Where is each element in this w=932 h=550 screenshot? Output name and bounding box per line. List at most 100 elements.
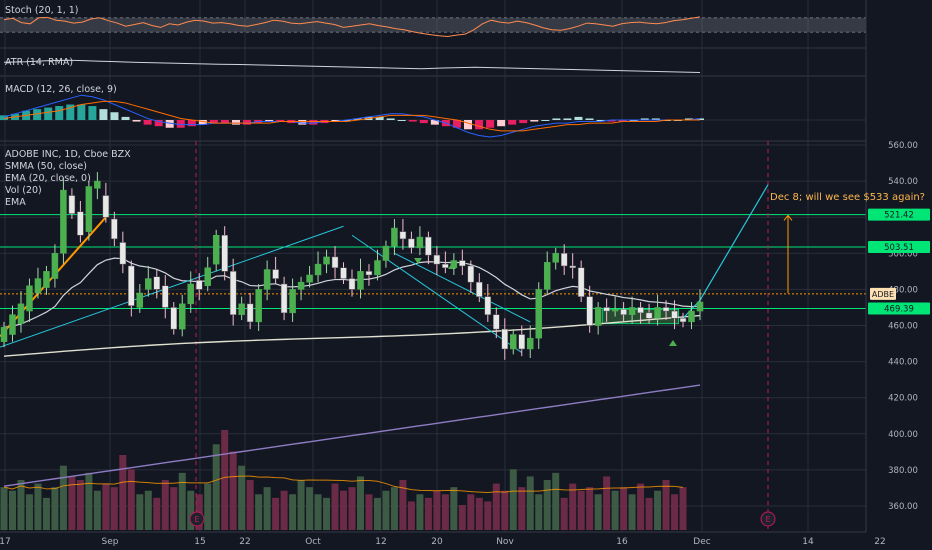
macd-hist-bar bbox=[198, 120, 207, 125]
candle-body bbox=[696, 301, 704, 312]
price-tags: 521.42 503.51 469.39 ADBE bbox=[868, 208, 930, 315]
price-axis: 360.00 380.00 400.00 420.00 440.00 460.00 480.… bbox=[865, 0, 932, 550]
candle-body bbox=[526, 337, 534, 350]
volume-bars bbox=[0, 430, 687, 530]
candle-body bbox=[671, 310, 678, 319]
candle-body bbox=[263, 269, 271, 290]
volume-bar bbox=[662, 480, 670, 530]
candle-body bbox=[416, 236, 424, 249]
candle-body bbox=[569, 265, 576, 268]
macd-pane: 20.000.00 bbox=[0, 84, 915, 138]
candle-body bbox=[204, 267, 211, 287]
candle-body bbox=[162, 285, 169, 308]
macd-hist-bar bbox=[88, 106, 97, 120]
earnings-marker-icon bbox=[760, 511, 776, 527]
volume-bar bbox=[289, 494, 297, 530]
tag-level2: 503.51 bbox=[884, 243, 914, 253]
volume-bar bbox=[76, 480, 84, 530]
macd-hist-bar bbox=[475, 120, 484, 130]
volume-bar bbox=[246, 480, 254, 530]
volume-bar bbox=[382, 490, 390, 530]
candle-body bbox=[484, 296, 492, 315]
ema20-label[interactable]: EMA (20, close, 0) bbox=[5, 173, 91, 184]
macd-label[interactable]: MACD (12, 26, close, 9) bbox=[5, 84, 117, 95]
volume-bar bbox=[255, 494, 263, 530]
downtrend-lower bbox=[394, 252, 531, 323]
atr-line bbox=[3, 59, 701, 73]
y-tick-label: 400.00 bbox=[888, 430, 918, 440]
macd-hist-bar bbox=[618, 120, 627, 122]
volume-bar bbox=[0, 487, 8, 530]
y-tick-label: 480.00 bbox=[888, 285, 918, 295]
candle-body bbox=[365, 271, 373, 276]
candle-body bbox=[637, 307, 644, 314]
volume-bar bbox=[127, 469, 135, 530]
volume-bar bbox=[433, 490, 441, 530]
volume-bar bbox=[144, 490, 152, 530]
stoch-pane: 100.000.00 bbox=[0, 1, 918, 51]
candle-body bbox=[153, 276, 161, 290]
ema-label[interactable]: EMA bbox=[5, 197, 26, 208]
volume-bar bbox=[93, 490, 101, 530]
atr-label[interactable]: ATR (14, RMA) bbox=[5, 57, 74, 68]
volume-bar bbox=[178, 472, 186, 530]
candle-body bbox=[374, 260, 381, 276]
x-tick-label: 17 bbox=[0, 537, 11, 547]
macd-line bbox=[3, 94, 701, 138]
volume-ma-line bbox=[3, 475, 684, 494]
candle-body bbox=[111, 218, 118, 240]
main-title[interactable]: ADOBE INC, 1D, Cboe BZX bbox=[5, 149, 131, 160]
candle-body bbox=[679, 318, 687, 323]
candle-body bbox=[314, 263, 322, 276]
y-tick-label: 380.00 bbox=[888, 466, 918, 476]
candle-body bbox=[68, 195, 76, 214]
volume-bar bbox=[526, 476, 534, 530]
candle-body bbox=[688, 310, 695, 323]
macd-hist-bar bbox=[508, 120, 517, 125]
earnings-marker-label: E bbox=[765, 515, 770, 524]
x-tick-label: Oct bbox=[305, 537, 321, 547]
macd-hist-bar bbox=[497, 120, 506, 127]
candle-body bbox=[289, 289, 296, 314]
candle-body bbox=[77, 211, 84, 236]
smma-label[interactable]: SMMA (50, close) bbox=[5, 161, 87, 172]
candle-body bbox=[628, 307, 636, 315]
x-tick-label: 22 bbox=[239, 537, 250, 547]
macd-hist-bar bbox=[298, 120, 307, 125]
candle-body bbox=[391, 227, 398, 247]
candles bbox=[0, 172, 704, 360]
candle-body bbox=[34, 278, 42, 294]
macd-hist-bar bbox=[265, 120, 274, 122]
candle-body bbox=[102, 195, 110, 218]
stoch-label[interactable]: Stoch (20, 1, 1) bbox=[5, 5, 79, 16]
volume-bar bbox=[603, 476, 611, 530]
candle-body bbox=[501, 328, 509, 350]
macd-hist-bar bbox=[519, 120, 528, 124]
volume-bar bbox=[331, 483, 339, 530]
volume-bar bbox=[628, 494, 636, 530]
candle-body bbox=[357, 271, 364, 290]
volume-bar bbox=[85, 472, 93, 530]
vol-label[interactable]: Vol (20) bbox=[5, 185, 42, 196]
volume-bar bbox=[586, 487, 594, 530]
volume-bar bbox=[314, 494, 322, 530]
candle-body bbox=[195, 280, 203, 290]
y-tick-label: 540.00 bbox=[888, 177, 918, 187]
y-tick-label: 360.00 bbox=[888, 502, 918, 512]
volume-bar bbox=[59, 465, 67, 530]
volume-bar bbox=[110, 487, 118, 530]
macd-hist-bar bbox=[486, 120, 495, 128]
macd-hist-bar bbox=[33, 109, 42, 120]
time-axis: 17 Sep 15 22 Oct 12 20 Nov 16 Dec 14 22 bbox=[0, 537, 886, 547]
volume-bar bbox=[68, 476, 76, 530]
candle-body bbox=[552, 253, 559, 263]
volume-bar bbox=[407, 501, 415, 530]
volume-bar bbox=[416, 494, 424, 530]
candle-body bbox=[170, 307, 178, 330]
macd-hist-bar bbox=[66, 104, 75, 120]
stoch-band bbox=[0, 17, 866, 33]
macd-hist-bar bbox=[541, 120, 550, 121]
earnings-marker-label: E bbox=[194, 515, 199, 524]
candle-body bbox=[255, 289, 262, 323]
trend-channel-upper bbox=[0, 225, 344, 348]
